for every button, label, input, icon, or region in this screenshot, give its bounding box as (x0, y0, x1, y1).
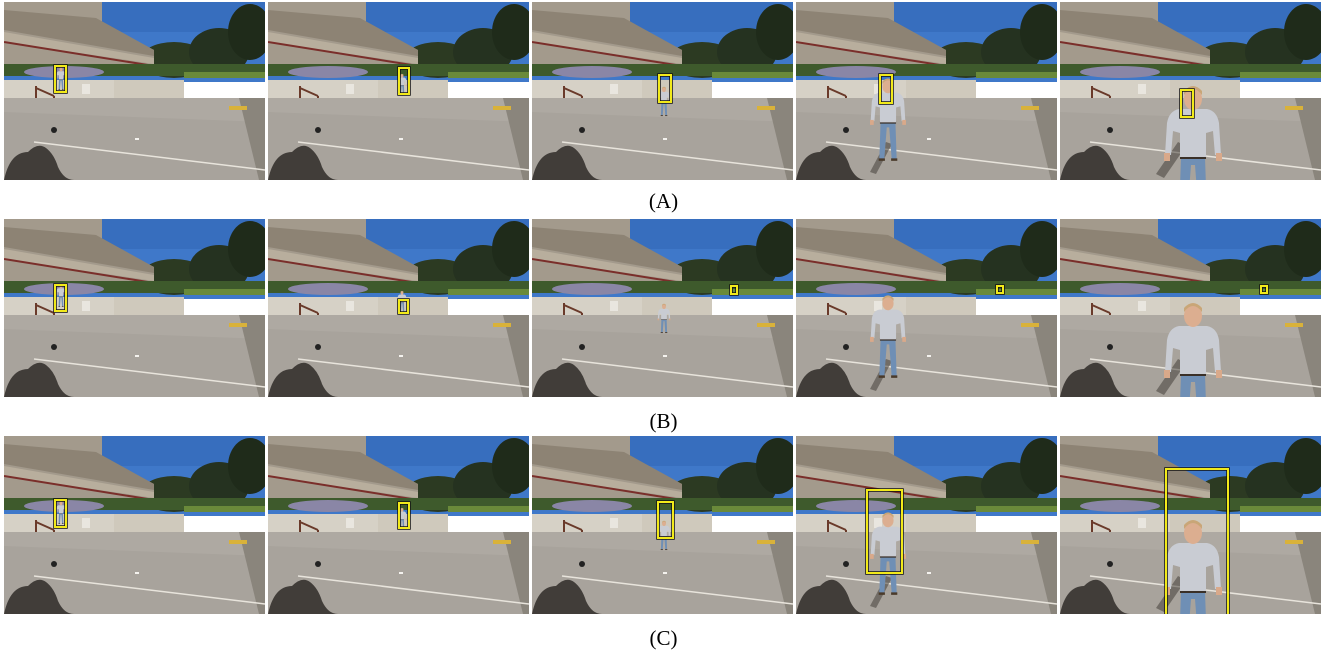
person-walking (870, 512, 906, 595)
caption-c: (C) (649, 626, 678, 650)
tracking-box (54, 65, 67, 93)
video-frame (4, 2, 265, 180)
video-frame (268, 219, 529, 397)
row-c (4, 436, 1323, 614)
person-walking (1164, 520, 1222, 614)
video-frame (268, 2, 529, 180)
tracking-box (398, 502, 410, 529)
video-frame (1060, 436, 1321, 614)
person-walking (1164, 86, 1222, 180)
person-walking (657, 303, 671, 334)
video-frame (796, 219, 1057, 397)
caption-a: (A) (648, 189, 679, 213)
person-walking (1164, 303, 1222, 397)
tracking-box (1260, 285, 1268, 294)
video-frame (796, 2, 1057, 180)
tracking-box (996, 285, 1004, 294)
caption-b: (B) (649, 409, 678, 433)
tracking-box (657, 501, 674, 539)
tracking-box (730, 285, 738, 295)
tracking-box (398, 299, 409, 314)
tracking-box (54, 499, 67, 528)
video-frame (532, 436, 793, 614)
video-frame (4, 219, 265, 397)
person-walking (56, 501, 66, 524)
video-frame (796, 436, 1057, 614)
video-frame (1060, 2, 1321, 180)
row-b (4, 219, 1323, 397)
tracking-box (54, 284, 67, 312)
video-frame (532, 219, 793, 397)
person-walking (870, 295, 906, 378)
video-frame (268, 436, 529, 614)
tracking-box (866, 489, 903, 574)
row-a (4, 2, 1323, 180)
tracking-box (658, 74, 672, 103)
video-frame (4, 436, 265, 614)
tracking-box (398, 67, 410, 95)
video-frame (532, 2, 793, 180)
tracking-box (879, 74, 893, 104)
tracking-box (1165, 468, 1229, 614)
video-frame (1060, 219, 1321, 397)
tracking-box (1180, 89, 1194, 118)
